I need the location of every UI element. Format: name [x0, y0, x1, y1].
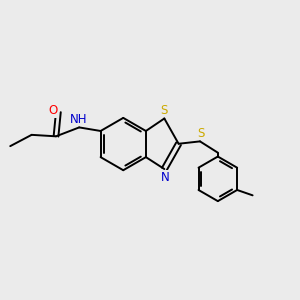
Text: O: O	[48, 104, 58, 117]
Text: S: S	[197, 127, 204, 140]
Text: NH: NH	[70, 112, 87, 126]
Text: N: N	[160, 171, 169, 184]
Text: S: S	[160, 104, 167, 117]
